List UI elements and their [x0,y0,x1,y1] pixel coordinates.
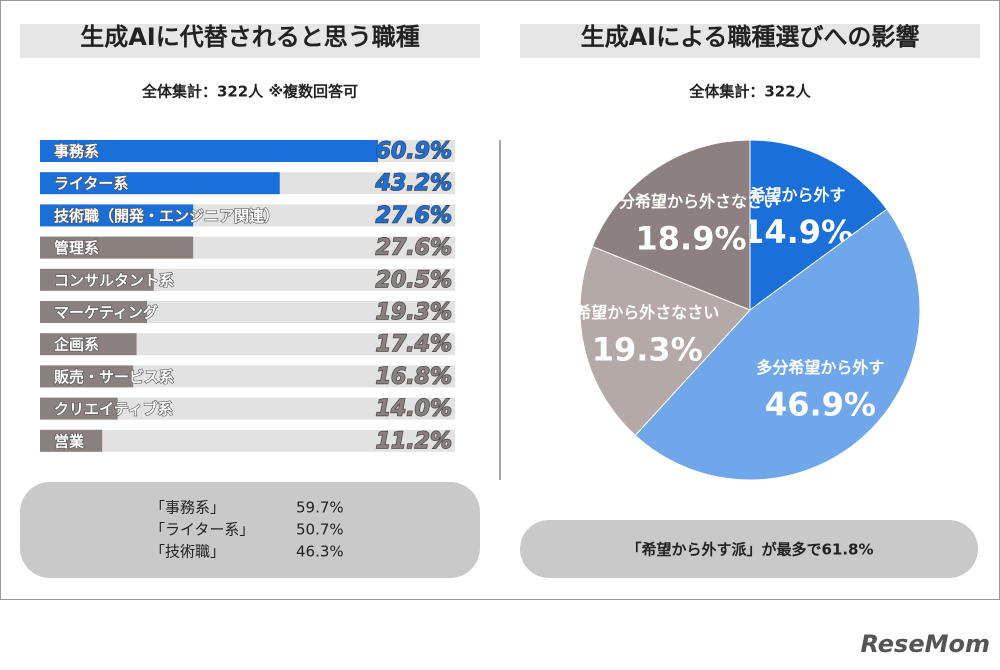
bar [40,397,118,420]
value-label: 11.2% [376,429,452,454]
bar-track [40,365,455,388]
bar [40,301,148,323]
category-label: 企画系 [53,336,99,354]
value-label: 20.5% [376,268,452,293]
bar-track [40,333,455,356]
note-value: 46.3% [296,543,344,561]
bar [40,172,280,195]
slice-value: 46.9% [765,385,876,423]
bar-track [40,429,455,452]
value-label: 27.6% [376,203,452,228]
category-label: 販売・サービス系 [54,368,174,386]
category-label: コンサルタント系 [54,271,174,289]
note-label: 「ライター系」 [150,521,254,539]
pie-slice [591,139,751,311]
slice-value: 14.9% [742,213,853,251]
slice-value: 19.3% [592,330,703,368]
summary-box [520,520,978,578]
bar [40,268,154,291]
slice-name: 多分希望から外さなさい [603,192,779,211]
subtitle: 全体集計：322人 [688,83,811,101]
summary-box [20,482,480,578]
slice-name: 希望から外す [750,185,846,204]
category-label: ライター系 [54,175,128,193]
pie-slice [634,208,921,481]
bar [40,429,103,452]
slice-name: 多分希望から外す [756,358,884,377]
value-label: 60.9% [376,139,452,164]
note-label: 「技術職」 [150,543,225,561]
category-label: クリエイティブ系 [54,400,173,418]
slice-value: 18.9% [636,220,747,258]
category-label: 事務系 [54,143,99,161]
category-label: 管理系 [54,239,99,257]
title-band [20,24,480,58]
note-label: 「事務系」 [150,499,225,517]
value-label: 16.8% [376,364,452,389]
bar [40,333,137,356]
category-label: 技術職（開発・エンジニア関連） [54,207,279,225]
value-label: 14.0% [376,397,452,422]
logo: ReseMom [860,630,990,658]
note-value: 50.7% [296,521,344,539]
value-label: 17.4% [376,332,452,357]
pie-slice [749,139,888,311]
bar-track [40,397,455,420]
note-value: 59.7% [296,499,344,517]
slice-name: 希望から外さなさい [575,303,719,322]
title-band [520,24,980,58]
bar [40,236,194,259]
category-label: 営業 [54,432,85,450]
category-label: マーケティング [54,304,158,322]
value-label: 43.2% [375,171,452,196]
bar [40,204,194,227]
subtitle: 全体集計：322人 ※複数回答可 [141,83,358,101]
chart-title: 生成AIに代替されると思う職種 [80,23,420,51]
chart-title: 生成AIによる職種選びへの影響 [581,23,920,51]
pie-slice [579,245,751,437]
bar [40,140,378,162]
value-label: 19.3% [376,300,452,325]
value-label: 27.6% [376,236,452,261]
bar [40,365,134,388]
note: 「希望から外す派」が最多で61.8% [626,541,873,559]
